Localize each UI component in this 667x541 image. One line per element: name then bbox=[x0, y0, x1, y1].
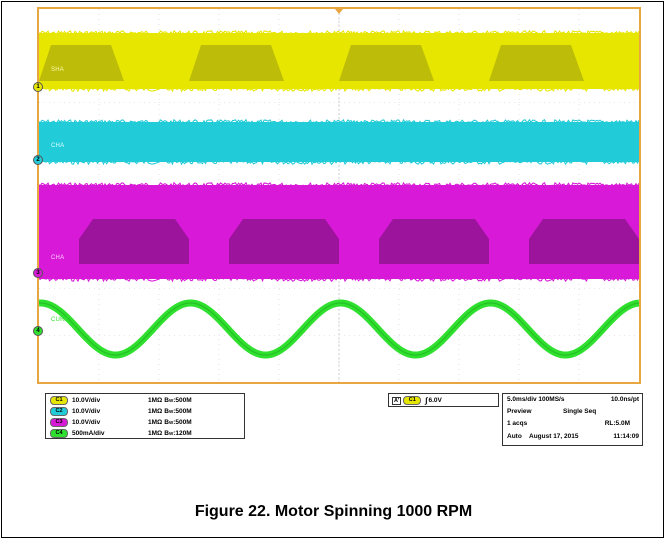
acq-resolution: 10.0ns/pt bbox=[610, 396, 639, 403]
channel-bw-label: B bbox=[164, 418, 169, 426]
trigger-position-marker bbox=[335, 9, 343, 14]
channel-bandwidth: :120M bbox=[173, 429, 192, 437]
channel-scale: 10.0V/div bbox=[72, 407, 101, 415]
waveform-plot bbox=[39, 9, 639, 382]
channel-settings-panel: C1 10.0V/div 1MΩ B W:500M C2 10.0V/div 1M… bbox=[45, 393, 245, 439]
trace-ch2-bottom-edge bbox=[39, 158, 639, 166]
trace-label-ch3: CHA bbox=[51, 255, 65, 261]
trigger-level: 6.0V bbox=[428, 397, 442, 404]
channel-impedance: 1MΩ bbox=[148, 429, 163, 437]
channel-impedance: 1MΩ bbox=[148, 418, 163, 426]
acq-count: 1 acqs bbox=[507, 420, 528, 427]
acq-date: August 17, 2015 bbox=[529, 433, 579, 440]
trace-ch1-bottom-edge bbox=[39, 85, 639, 93]
channel-scale: 10.0V/div bbox=[72, 396, 101, 404]
channel-row-c3[interactable]: C3 10.0V/div 1MΩ B W:500M bbox=[50, 417, 192, 427]
channel-bw-label: B bbox=[164, 429, 169, 437]
trace-ch1-pwm-region bbox=[489, 45, 584, 81]
trigger-panel[interactable]: A' C1 ∫ 6.0V bbox=[388, 393, 499, 407]
channel-bw-label: B bbox=[164, 396, 169, 404]
trigger-mode: A' bbox=[392, 396, 402, 405]
channel-scale: 500mA/div bbox=[72, 429, 105, 437]
channel-bandwidth: :500M bbox=[173, 396, 192, 404]
channel-4-marker[interactable]: 4 bbox=[33, 326, 43, 336]
channel-row-c1[interactable]: C1 10.0V/div 1MΩ B W:500M bbox=[50, 395, 192, 405]
channel-badge: C1 bbox=[50, 395, 68, 405]
trace-ch2-top-edge bbox=[39, 118, 639, 126]
channel-impedance: 1MΩ bbox=[148, 407, 163, 415]
trace-ch3-pwm-region bbox=[529, 219, 639, 264]
acquisition-panel: 5.0ms/div 100MS/s 10.0ns/pt Preview Sing… bbox=[502, 393, 643, 446]
channel-1-marker[interactable]: 1 bbox=[33, 82, 43, 92]
trigger-edge-icon: ∫ bbox=[425, 396, 428, 405]
acq-sequence: Single Seq bbox=[563, 408, 597, 415]
trace-ch1-pwm-region bbox=[39, 45, 124, 81]
channel-bw-sub: W bbox=[168, 408, 174, 414]
trace-ch1-pwm-region bbox=[339, 45, 434, 81]
channel-bandwidth: :500M bbox=[173, 418, 192, 426]
channel-2-marker[interactable]: 2 bbox=[33, 155, 43, 165]
channel-scale: 10.0V/div bbox=[72, 418, 101, 426]
trace-ch2-band bbox=[39, 122, 639, 162]
channel-row-c4[interactable]: C4 500mA/div 1MΩ B W:120M bbox=[50, 428, 192, 438]
channel-badge: C4 bbox=[50, 428, 68, 438]
trace-ch3-top-edge bbox=[39, 181, 639, 189]
channel-badge: C2 bbox=[50, 406, 68, 416]
acq-mode: Preview bbox=[507, 408, 532, 415]
acq-trigger-mode: Auto bbox=[507, 433, 522, 440]
channel-bw-label: B bbox=[164, 407, 169, 415]
channel-badge: C3 bbox=[50, 417, 68, 427]
acq-time: 11:14:09 bbox=[613, 433, 639, 440]
trace-ch3-pwm-region bbox=[379, 219, 489, 264]
figure-caption: Figure 22. Motor Spinning 1000 RPM bbox=[194, 503, 473, 520]
trace-ch1-pwm-region bbox=[189, 45, 284, 81]
channel-bw-sub: W bbox=[168, 419, 174, 425]
trigger-channel: C1 bbox=[403, 396, 422, 405]
trace-label-ch4: CURA bbox=[51, 317, 69, 323]
trace-ch1-top-edge bbox=[39, 29, 639, 37]
trace-ch3-pwm-region bbox=[79, 219, 189, 264]
channel-3-marker[interactable]: 3 bbox=[33, 268, 43, 278]
channel-bw-sub: W bbox=[168, 397, 174, 403]
trace-ch4-current-core bbox=[39, 302, 639, 356]
trigger-level-marker bbox=[633, 70, 639, 76]
channel-bandwidth: :500M bbox=[173, 407, 192, 415]
trace-ch3-bottom-edge bbox=[39, 275, 639, 283]
trace-label-ch1: SHA bbox=[51, 67, 64, 73]
acq-timebase: 5.0ms/div 100MS/s bbox=[507, 396, 565, 403]
trace-ch3-pwm-region bbox=[229, 219, 339, 264]
oscilloscope-screen: SHA CHA CHA CURA bbox=[37, 7, 641, 384]
channel-bw-sub: W bbox=[168, 430, 174, 436]
channel-row-c2[interactable]: C2 10.0V/div 1MΩ B W:500M bbox=[50, 406, 192, 416]
channel-impedance: 1MΩ bbox=[148, 396, 163, 404]
acq-record-length: RL:5.0M bbox=[604, 420, 630, 427]
trace-label-ch2: CHA bbox=[51, 143, 65, 149]
